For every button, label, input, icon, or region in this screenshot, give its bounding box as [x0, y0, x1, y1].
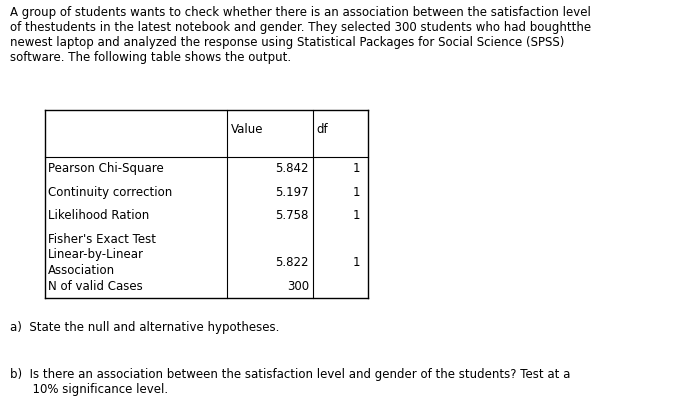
Text: df: df — [316, 123, 328, 136]
Text: N of valid Cases: N of valid Cases — [48, 280, 143, 293]
Text: Value: Value — [230, 123, 263, 136]
Text: Linear-by-Linear
Association: Linear-by-Linear Association — [48, 248, 144, 278]
Text: 1: 1 — [352, 162, 360, 175]
Text: Pearson Chi-Square: Pearson Chi-Square — [48, 162, 164, 175]
Text: Fisher's Exact Test: Fisher's Exact Test — [48, 233, 156, 246]
Text: 5.197: 5.197 — [275, 186, 309, 199]
Text: Likelihood Ration: Likelihood Ration — [48, 209, 149, 222]
Text: a)  State the null and alternative hypotheses.: a) State the null and alternative hypoth… — [10, 321, 280, 334]
Text: A group of students wants to check whether there is an association between the s: A group of students wants to check wheth… — [10, 6, 592, 64]
Text: b)  Is there an association between the satisfaction level and gender of the stu: b) Is there an association between the s… — [10, 368, 570, 396]
Text: 1: 1 — [352, 186, 360, 199]
Text: Continuity correction: Continuity correction — [48, 186, 173, 199]
Text: 5.822: 5.822 — [275, 256, 309, 269]
Text: 5.842: 5.842 — [275, 162, 309, 175]
Text: 300: 300 — [287, 280, 309, 293]
Text: 1: 1 — [352, 209, 360, 222]
Text: 5.758: 5.758 — [275, 209, 309, 222]
Text: 1: 1 — [352, 256, 360, 269]
